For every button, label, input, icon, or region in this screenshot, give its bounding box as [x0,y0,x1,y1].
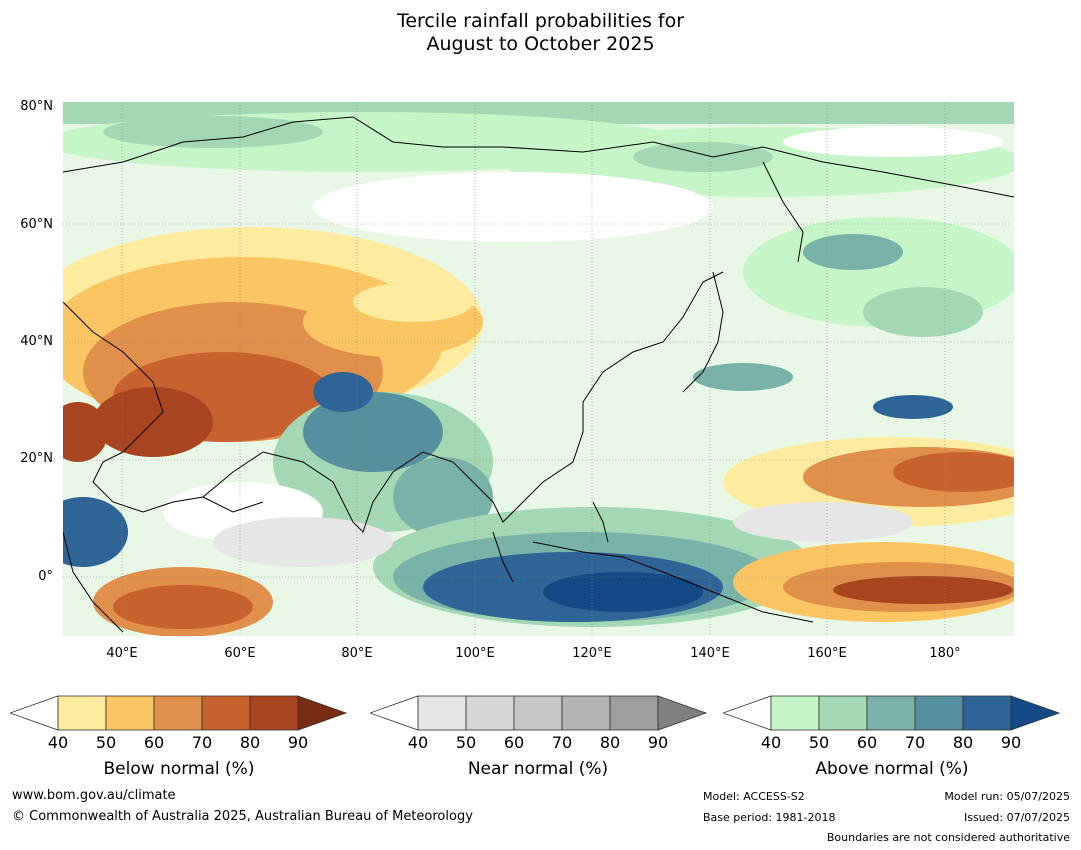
lon-label: 40°E [106,646,138,661]
website-link[interactable]: www.bom.gov.au/climate [12,788,176,803]
legend-tick: 60 [856,733,878,752]
legend-tick: 90 [1000,733,1022,752]
legend-tick: 50 [95,733,117,752]
copyright-text: © Commonwealth of Australia 2025, Austra… [12,809,473,824]
legend-tick: 90 [287,733,309,752]
legend-tick: 40 [760,733,782,752]
above-normal-title: Above normal (%) [815,759,969,779]
legend-tick: 80 [599,733,621,752]
lat-label: 80°N [20,99,53,114]
lon-label: 180° [929,646,961,661]
legend-tick: 60 [143,733,165,752]
legend-tick: 60 [503,733,525,752]
lon-label: 120°E [572,646,612,661]
lat-label: 40°N [20,334,53,349]
lon-label: 60°E [224,646,256,661]
disclaimer-text: Boundaries are not considered authoritat… [826,831,1070,844]
lat-label: 20°N [20,451,53,466]
legend-tick: 40 [47,733,69,752]
legend-tick: 70 [191,733,213,752]
lon-label: 140°E [690,646,730,661]
legend-tick: 80 [952,733,974,752]
legend-tick: 50 [808,733,830,752]
legend-tick: 70 [904,733,926,752]
near-normal-title: Near normal (%) [467,759,609,779]
lat-label: 60°N [20,217,53,232]
legend-tick: 40 [407,733,429,752]
base-period-text: Base period: 1981-2018 [703,811,836,824]
legend-tick: 50 [455,733,477,752]
lon-label: 80°E [341,646,373,661]
model-run-text: Model run: 05/07/2025 [944,790,1070,803]
lat-label: 0° [38,569,53,584]
legend-tick: 90 [647,733,669,752]
issued-text: Issued: 07/07/2025 [963,811,1070,824]
legend-tick: 70 [551,733,573,752]
below-normal-colorbar [10,695,348,731]
lon-label: 100°E [455,646,495,661]
above-normal-colorbar [723,695,1061,731]
legend-tick: 80 [239,733,261,752]
map-title-line-1: Tercile rainfall probabilities for [396,10,685,32]
rainfall-probability-map [63,102,1014,636]
lon-label: 160°E [807,646,847,661]
map-svg [63,102,1014,636]
near-normal-colorbar [370,695,708,731]
below-normal-title: Below normal (%) [103,759,255,779]
map-title-line-2: August to October 2025 [426,33,655,55]
model-text: Model: ACCESS-S2 [703,790,805,803]
